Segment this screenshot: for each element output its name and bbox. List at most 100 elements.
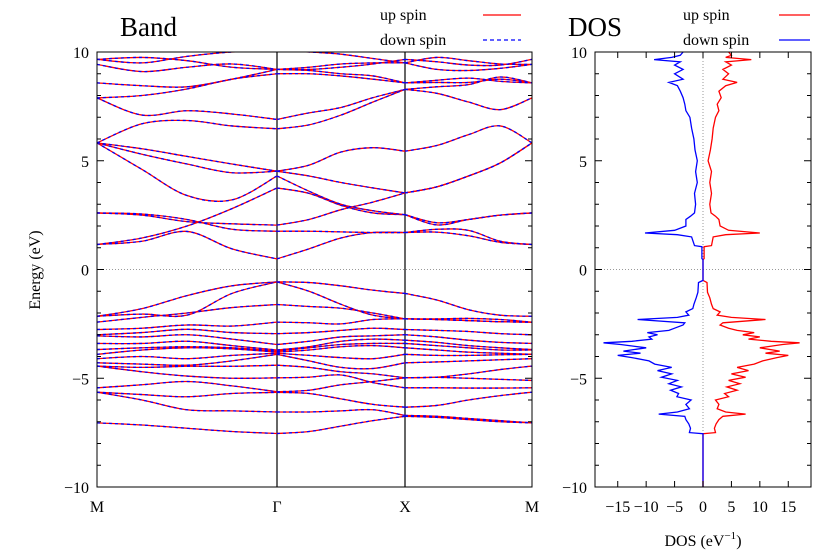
dos-xtick-label: 5 bbox=[727, 499, 735, 516]
band-kpoint-label: M bbox=[90, 499, 104, 516]
band-down-spin-curve bbox=[404, 228, 532, 246]
band-down-spin-curve bbox=[97, 56, 278, 71]
band-down-spin-curve bbox=[97, 391, 278, 413]
band-up-spin-curve bbox=[97, 187, 278, 246]
band-ytick-label: 0 bbox=[81, 263, 89, 280]
dos-xlabel-main: DOS (eV bbox=[664, 533, 724, 550]
band-down-spin-curve bbox=[97, 380, 278, 393]
band-up-spin-curve bbox=[276, 338, 406, 351]
band-up-spin-curve bbox=[97, 97, 278, 121]
band-legend-up-label: up spin bbox=[380, 7, 427, 24]
band-up-spin-curve bbox=[97, 321, 278, 331]
dos-xtick-label: 0 bbox=[699, 499, 707, 516]
band-down-spin-curve bbox=[97, 346, 278, 352]
band-up-spin-curve bbox=[404, 353, 532, 357]
band-down-spin-curve bbox=[276, 175, 406, 216]
band-down-spin-curve bbox=[276, 192, 406, 226]
band-up-spin-curve bbox=[404, 77, 532, 84]
dos-xtick-label: −10 bbox=[634, 499, 659, 516]
band-down-spin-curve bbox=[97, 187, 278, 246]
band-down-spin-curve bbox=[97, 422, 278, 435]
band-down-spin-curve bbox=[97, 142, 278, 172]
band-down-spin-curve bbox=[97, 63, 278, 73]
band-down-spin-curve bbox=[404, 125, 532, 152]
band-down-spin-curve bbox=[404, 334, 532, 345]
band-up-spin-curve bbox=[404, 62, 532, 72]
dos-ytick-label: −10 bbox=[562, 480, 587, 497]
dos-ytick-label: 0 bbox=[579, 263, 587, 280]
band-title: Band bbox=[120, 12, 177, 42]
band-down-spin-curve bbox=[404, 365, 532, 379]
band-up-spin-curve bbox=[97, 281, 278, 318]
band-up-spin-curve bbox=[404, 334, 532, 345]
band-down-spin-curve bbox=[97, 142, 278, 174]
dos-xtick-label: 10 bbox=[752, 499, 768, 516]
band-up-spin-curve bbox=[404, 328, 532, 336]
dos-up-spin-curve bbox=[702, 51, 800, 487]
band-down-spin-curve bbox=[276, 88, 406, 121]
band-down-spin-curve bbox=[97, 334, 278, 346]
band-up-spin-curve bbox=[97, 391, 278, 413]
band-up-spin-curve bbox=[404, 125, 532, 152]
band-up-spin-curve bbox=[404, 358, 532, 364]
band-up-spin-curve bbox=[404, 76, 532, 91]
band-down-spin-curve bbox=[276, 281, 406, 320]
band-up-spin-curve bbox=[404, 56, 532, 66]
band-down-spin-curve bbox=[97, 212, 278, 232]
band-up-spin-curve bbox=[97, 391, 278, 398]
band-down-spin-curve bbox=[97, 142, 278, 202]
band-down-spin-curve bbox=[97, 347, 278, 355]
band-up-spin-curve bbox=[276, 170, 406, 194]
band-down-spin-curve bbox=[276, 187, 406, 216]
band-down-spin-curve bbox=[97, 321, 278, 331]
band-ytick-label: −5 bbox=[72, 371, 89, 388]
band-up-spin-curve bbox=[97, 281, 278, 317]
band-up-spin-curve bbox=[276, 231, 406, 260]
band-up-spin-curve bbox=[404, 342, 532, 351]
band-down-spin-curve bbox=[97, 352, 278, 360]
band-up-spin-curve bbox=[276, 364, 406, 379]
band-down-spin-curve bbox=[404, 292, 532, 317]
dos-xtick-label: 15 bbox=[780, 499, 796, 516]
dos-legend-up-label: up spin bbox=[683, 7, 730, 24]
band-down-spin-curve bbox=[97, 281, 278, 317]
band-up-spin-curve bbox=[276, 187, 406, 216]
band-up-spin-curve bbox=[404, 376, 532, 382]
band-up-spin-curve bbox=[276, 344, 406, 353]
band-up-spin-curve bbox=[404, 58, 532, 67]
band-down-spin-curve bbox=[97, 365, 278, 379]
band-up-spin-curve bbox=[276, 352, 406, 360]
band-up-spin-curve bbox=[276, 230, 406, 234]
band-ytick-label: 5 bbox=[81, 154, 89, 171]
band-down-spin-curve bbox=[97, 212, 278, 226]
band-up-spin-curve bbox=[404, 78, 532, 84]
band-down-spin-curve bbox=[97, 73, 278, 99]
band-up-spin-curve bbox=[404, 228, 532, 246]
dos-ytick-label: −5 bbox=[570, 371, 587, 388]
band-up-spin-curve bbox=[276, 342, 406, 352]
band-down-spin-curve bbox=[97, 391, 278, 398]
band-down-spin-curve bbox=[97, 230, 278, 260]
band-down-spin-curve bbox=[97, 353, 278, 366]
band-down-spin-curve bbox=[276, 88, 406, 130]
dos-legend-down-label: down spin bbox=[683, 32, 749, 49]
band-up-spin-curve bbox=[97, 353, 278, 366]
band-up-spin-curve bbox=[97, 380, 278, 393]
band-up-spin-curve bbox=[276, 334, 406, 346]
band-up-spin-curve bbox=[404, 142, 532, 194]
band-down-spin-curve bbox=[276, 147, 406, 172]
band-ytick-label: 10 bbox=[73, 45, 89, 62]
dos-ytick-label: 10 bbox=[571, 45, 587, 62]
band-down-spin-curve bbox=[404, 142, 532, 194]
band-up-spin-curve bbox=[97, 73, 278, 99]
band-ytick-label: −10 bbox=[64, 480, 89, 497]
band-up-spin-curve bbox=[276, 374, 406, 389]
band-down-spin-curve bbox=[276, 391, 406, 408]
band-up-spin-curve bbox=[276, 327, 406, 335]
band-up-spin-curve bbox=[276, 281, 406, 295]
dos-xlabel: DOS (eV−1) bbox=[664, 530, 741, 550]
dos-title: DOS bbox=[568, 12, 622, 42]
band-down-spin-curve bbox=[97, 281, 278, 318]
